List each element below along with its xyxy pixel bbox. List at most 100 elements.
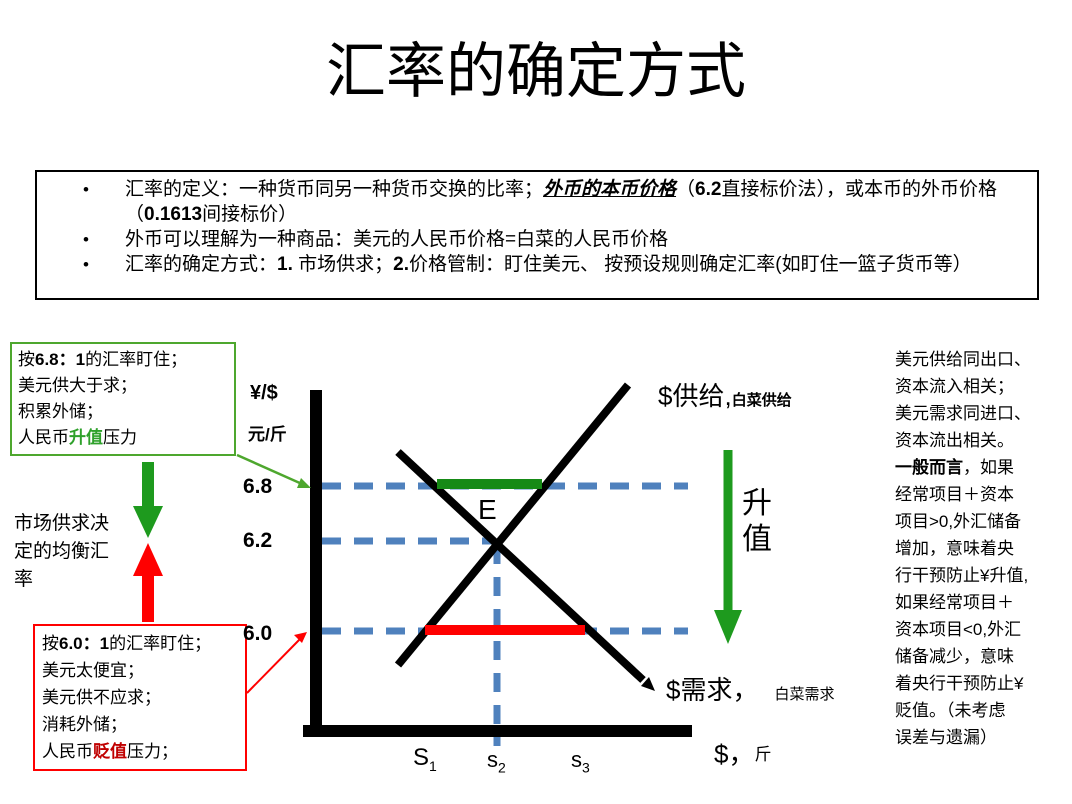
- bullet-item-1: • 汇率的定义：一种货币同另一种货币交换的比率；外币的本币价格（6.2直接标价法…: [37, 177, 1037, 227]
- peg-high-line1-end: 的汇率盯住；: [85, 350, 188, 369]
- peg-low-line1-pre: 按: [42, 634, 59, 653]
- note-line: 资本流入相关；: [895, 377, 1014, 396]
- bullet3-mid: 市场供求；: [292, 254, 394, 275]
- peg-low-line1-end: 的汇率盯住；: [109, 634, 212, 653]
- peg-low-line5-end: 压力；: [127, 742, 178, 761]
- note-line: 经常项目＋资本: [895, 485, 1014, 504]
- y-tick-6-0: 6.0: [243, 622, 273, 645]
- appreciation-arrow-head-icon: [714, 610, 742, 644]
- demand-label-main: $需求，: [666, 675, 759, 705]
- note-bold-line-rest: ，如果: [963, 458, 1014, 477]
- x-tick-s3-base: s: [571, 747, 582, 772]
- bullet1-end: 间接标价）: [202, 204, 298, 225]
- note-bold-phrase: 一般而言: [895, 458, 963, 477]
- x-axis-unit-label: $，斤: [714, 734, 771, 771]
- bullet3-number1: 1.: [277, 254, 293, 275]
- bullet-icon: •: [83, 180, 89, 199]
- depreciation-highlight: 贬值: [93, 742, 127, 761]
- x-tick-s3-sub: 3: [582, 759, 590, 776]
- bullet-item-2: • 外币可以理解为一种商品：美元的人民币价格=白菜的人民币价格: [37, 227, 1037, 252]
- peg-low-callout-box: 按6.0：1的汇率盯住； 美元太便宜； 美元供不应求； 消耗外储； 人民币贬值压…: [33, 624, 247, 771]
- bullet3-pre: 汇率的确定方式：: [125, 254, 278, 275]
- x-tick-s1: S1: [413, 744, 437, 774]
- bullet3-text: 汇率的确定方式：1. 市场供求；2.价格管制：盯住美元、 按预设规则确定汇率(如…: [125, 254, 972, 275]
- demand-curve-arrowhead-icon: [641, 677, 655, 691]
- bullet1-mid1: （: [676, 179, 696, 200]
- note-line: 资本项目<0,外汇: [895, 620, 1022, 639]
- note-line: 增加，意味着央: [895, 539, 1014, 558]
- bullet3-number2: 2.: [393, 254, 410, 275]
- x-tick-s1-base: S: [413, 744, 430, 771]
- note-line: 储备减少，意味: [895, 647, 1014, 666]
- x-unit-sub: 斤: [754, 745, 772, 764]
- appreciation-direction-label: 升值: [742, 487, 772, 556]
- down-arrow-head-icon: [133, 506, 163, 538]
- bullet-item-3: • 汇率的确定方式：1. 市场供求；2.价格管制：盯住美元、 按预设规则确定汇率…: [37, 252, 1037, 277]
- peg-low-rate: 6.0：1: [59, 634, 110, 653]
- note-line: 贬值。（未考虑: [895, 701, 1006, 720]
- x-tick-s2-sub: 2: [498, 759, 506, 776]
- x-tick-s3: s3: [571, 747, 590, 775]
- peg-high-line1: 按6.8：1的汇率盯住；: [18, 347, 228, 373]
- supply-curve-label: $供给,白菜供给: [658, 376, 792, 413]
- note-line: 资本流出相关。: [895, 431, 1014, 450]
- equilibrium-note: 市场供求决定的均衡汇率: [14, 513, 110, 590]
- y-tick-6-8: 6.8: [243, 475, 273, 498]
- red-callout-arrowhead-icon: [294, 632, 307, 643]
- y-axis-unit-label: ¥/$: [250, 382, 278, 404]
- equilibrium-point-label: E: [478, 494, 497, 525]
- supply-curve: [394, 382, 632, 668]
- x-unit-main: $，: [714, 739, 755, 769]
- bullet1-emphasis: 外币的本币价格: [543, 179, 677, 200]
- peg-low-line1: 按6.0：1的汇率盯住；: [42, 630, 238, 657]
- red-callout-line: [246, 638, 301, 694]
- peg-high-line4: 人民币升值压力: [18, 425, 228, 451]
- demand-curve-label: $需求， 白菜需求: [666, 670, 834, 707]
- y-axis-unit-label-secondary: 元/斤: [248, 425, 287, 444]
- peg-low-line4: 消耗外储；: [42, 715, 127, 734]
- bullet1-mid2: 直接标价法），或本币的外币价格（: [125, 179, 997, 225]
- page-title: 汇率的确定方式: [326, 39, 746, 105]
- peg-high-line1-pre: 按: [18, 350, 35, 369]
- peg-low-line5-pre: 人民币: [42, 742, 93, 761]
- x-tick-s2-base: s: [487, 747, 498, 772]
- note-line: 美元供给同出口、: [895, 350, 1031, 369]
- bullet1-number2: 0.1613: [144, 204, 203, 225]
- up-arrow-head-icon: [133, 543, 163, 576]
- demand-curve: [395, 449, 646, 683]
- bullet3-end: 价格管制：盯住美元、 按预设规则确定汇率(如盯住一篮子货币等）: [409, 254, 972, 275]
- supply-label-sub: 白菜供给: [731, 392, 792, 409]
- peg-low-line3: 美元供不应求；: [42, 688, 161, 707]
- note-line: 美元需求同进口、: [895, 404, 1031, 423]
- bullet-icon: •: [83, 230, 89, 249]
- x-tick-s1-sub: 1: [429, 757, 437, 774]
- peg-high-line3: 积累外储；: [18, 402, 103, 421]
- peg-low-line2: 美元太便宜；: [42, 661, 144, 680]
- note-line: 如果经常项目＋: [895, 593, 1014, 612]
- bullet2-text: 外币可以理解为一种商品：美元的人民币价格=白菜的人民币价格: [125, 229, 669, 250]
- note-line: 行干预防止¥升值,: [895, 566, 1029, 585]
- note-line: 项目>0,外汇储备: [895, 512, 1022, 531]
- peg-high-line4-end: 压力: [103, 428, 137, 447]
- supply-label-main: $供给,: [658, 381, 732, 411]
- bullet1-text: 汇率的定义：一种货币同另一种货币交换的比率；外币的本币价格（6.2直接标价法），…: [125, 179, 997, 225]
- green-callout-arrowhead-icon: [297, 478, 311, 488]
- peg-high-callout-box: 按6.8：1的汇率盯住； 美元供大于求； 积累外储； 人民币升值压力: [10, 342, 236, 456]
- y-tick-6-2: 6.2: [243, 529, 273, 552]
- bullet-icon: •: [83, 255, 89, 274]
- appreciation-highlight: 升值: [69, 428, 103, 447]
- balance-of-payments-note: 美元供给同出口、 资本流入相关； 美元需求同进口、 资本流出相关。 一般而言，如…: [895, 346, 1072, 751]
- bullet1-number1: 6.2: [695, 179, 722, 200]
- peg-low-line5: 人民币贬值压力；: [42, 738, 238, 765]
- bullet1-pre: 汇率的定义：一种货币同另一种货币交换的比率；: [125, 179, 544, 200]
- peg-high-line2: 美元供大于求；: [18, 376, 137, 395]
- peg-high-line4-pre: 人民币: [18, 428, 69, 447]
- x-tick-s2: s2: [487, 747, 506, 775]
- note-line: 着央行干预防止¥: [895, 674, 1024, 693]
- peg-high-rate: 6.8：1: [35, 350, 86, 369]
- definition-box: • 汇率的定义：一种货币同另一种货币交换的比率；外币的本币价格（6.2直接标价法…: [35, 170, 1039, 300]
- note-line: 误差与遗漏）: [895, 728, 997, 747]
- demand-label-sub: 白菜需求: [774, 686, 835, 703]
- note-line: 一般而言，如果: [895, 454, 1072, 481]
